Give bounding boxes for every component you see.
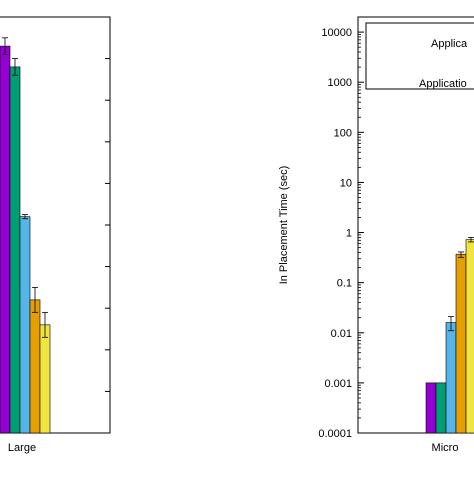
right-bar-series-2 [445, 322, 457, 434]
left-bar-series-1 [9, 66, 21, 434]
right-y-tick-label: 0.0001 [318, 428, 352, 440]
right-bar-series-3 [455, 253, 467, 434]
left-chart-panel: Large [0, 16, 111, 454]
legend-entry-0: Applica [431, 38, 468, 50]
right-bar-series-0 [425, 382, 437, 434]
right-y-tick-label: 10 [340, 177, 352, 189]
left-bar-series-3 [29, 299, 41, 434]
right-bar-series-1 [435, 382, 447, 434]
right-y-tick-label: 1000 [328, 77, 352, 89]
legend-entry-1: Applicatio [419, 78, 467, 90]
right-bar-series-4 [465, 239, 474, 434]
right-chart-panel: 0.0001 0.001 0.01 0.1 1 10 100 1000 10000 In Plac… [278, 16, 474, 454]
right-axes-frame [357, 16, 474, 434]
right-y-tick-label: 0.01 [331, 328, 352, 340]
right-y-tick-label: 100 [334, 127, 352, 139]
legend: Applica Applicatio [365, 22, 474, 90]
left-bar-series-4 [39, 324, 51, 434]
left-bar-series-0 [0, 45, 11, 434]
left-bar-series-2 [19, 216, 31, 434]
right-y-tick-label: 10000 [321, 27, 352, 39]
right-x-tick-label: Micro [432, 442, 459, 454]
right-y-axis-label: In Placement Time (sec) [278, 166, 290, 285]
left-x-tick-label: Large [8, 442, 36, 454]
right-y-tick-label: 0.1 [337, 278, 352, 290]
right-y-tick-label: 0.001 [324, 378, 352, 390]
right-y-tick-label: 1 [346, 228, 352, 240]
legend-box [365, 22, 474, 90]
